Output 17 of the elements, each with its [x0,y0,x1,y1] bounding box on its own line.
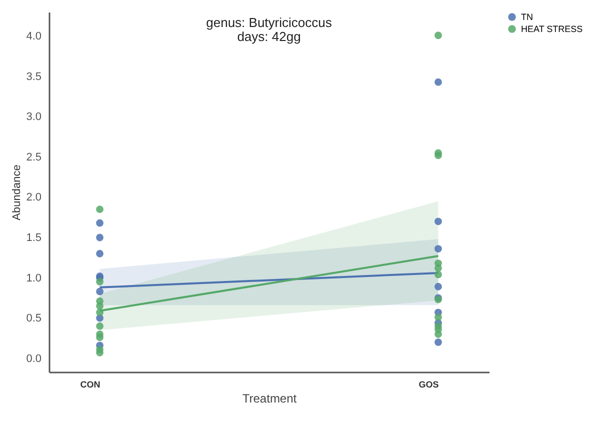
x-tick-label: GOS [418,380,439,390]
legend-label: HEAT STRESS [521,24,583,34]
y-tick-label: 0.5 [26,312,42,325]
x-tick-label: CON [80,380,100,390]
y-tick-label: 3.5 [26,70,42,83]
y-tick-label: 0.0 [26,352,42,365]
y-tick-label: 1.5 [26,232,42,244]
text: days: 42gg [237,29,301,44]
y-tick-label: 4.0 [26,30,42,43]
x-axis-title: Treatment [242,392,298,406]
y-tick-label: 3.0 [26,111,42,124]
y-tick-label: 2.5 [26,151,42,164]
legend-label: TN [521,12,533,22]
y-tick-label: 2.0 [26,192,42,204]
y-tick-label: 1.0 [26,272,42,284]
chart-title: genus: Butyricicoccus [206,15,332,30]
y-axis-title: Abundance [11,164,24,220]
